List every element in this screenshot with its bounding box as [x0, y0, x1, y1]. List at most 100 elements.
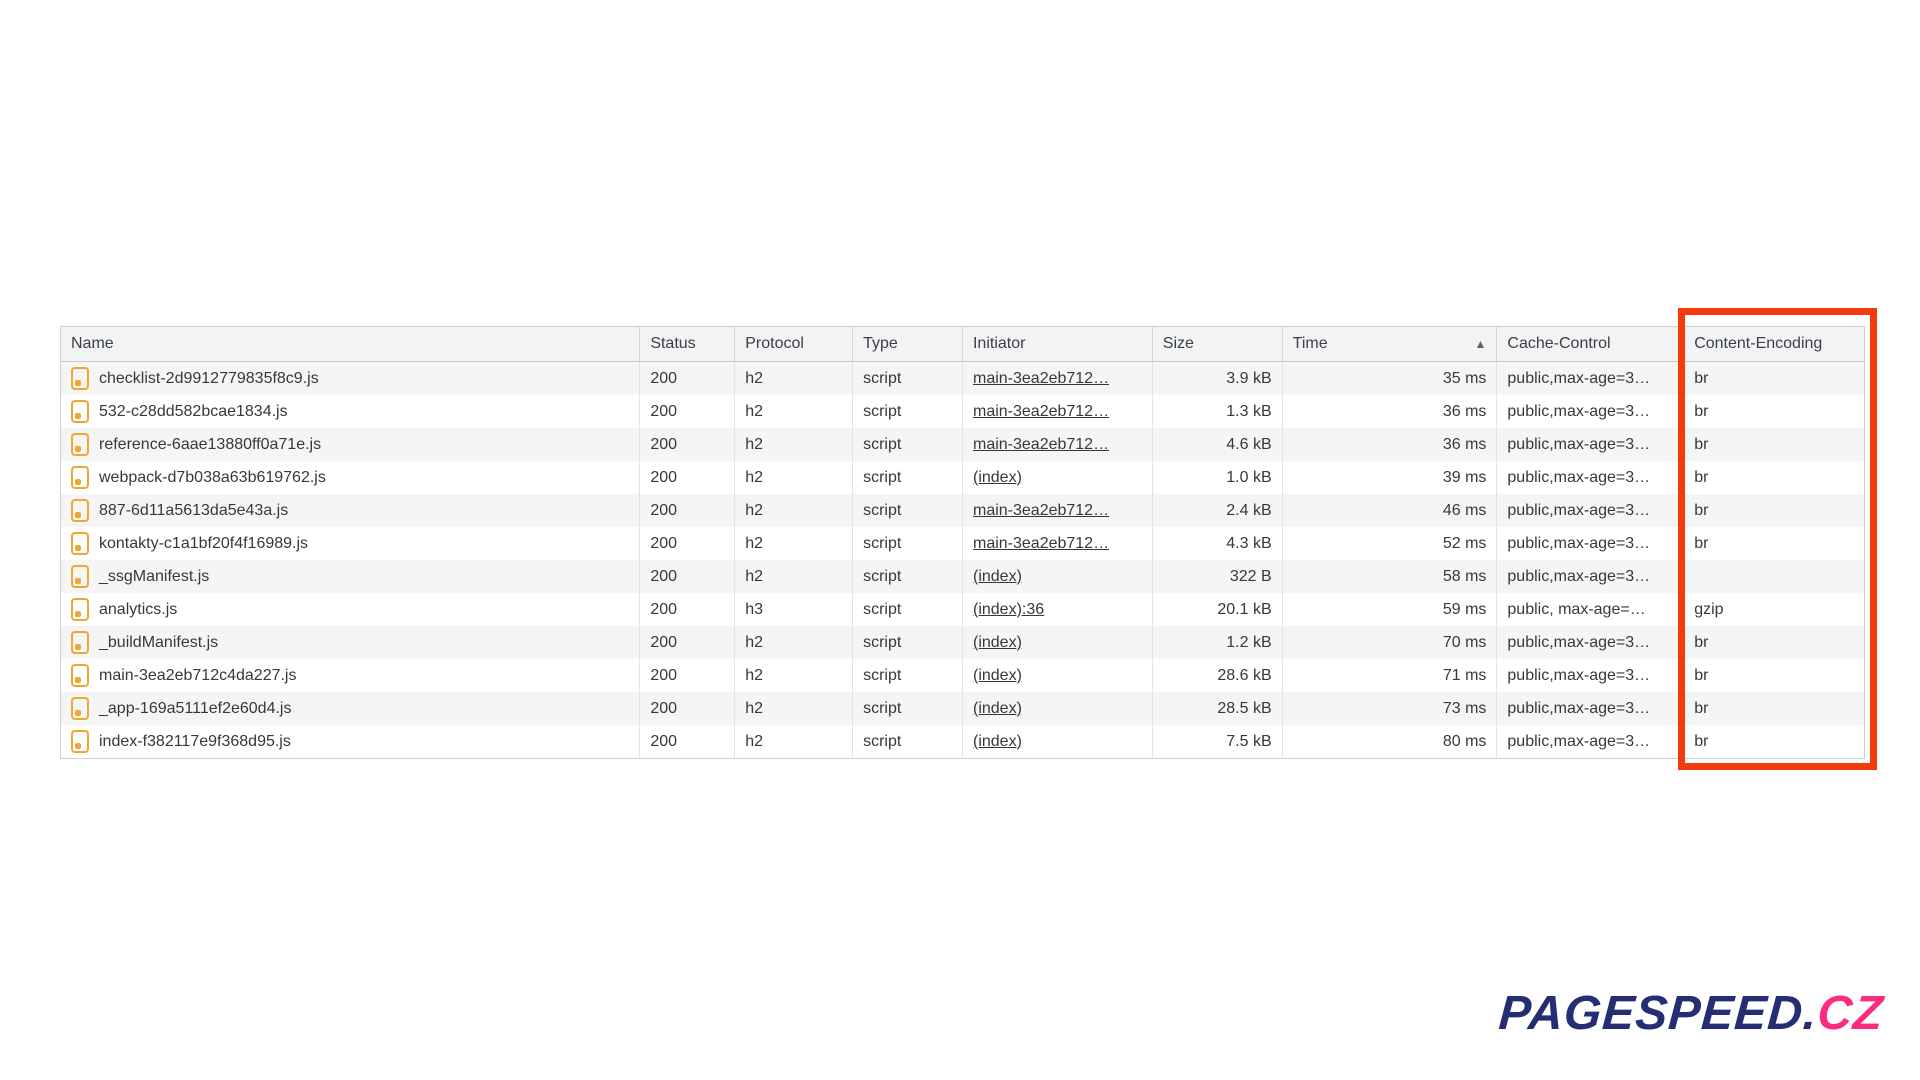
request-row[interactable]: main-3ea2eb712c4da227.js 200 h2 script (inde… [61, 659, 1864, 692]
initiator-link[interactable]: main-3ea2eb712… [972, 534, 1110, 552]
column-header-type[interactable]: Type [852, 327, 962, 361]
cell-protocol: h2 [734, 395, 852, 428]
cell-name: kontakty-c1a1bf20f4f16989.js [61, 527, 639, 560]
cell-status: 200 [639, 593, 734, 626]
column-header-initiator[interactable]: Initiator [961, 327, 1152, 361]
cell-content-encoding [1683, 560, 1864, 593]
cell-status: 200 [639, 461, 734, 494]
request-row[interactable]: checklist-2d9912779835f8c9.js 200 h2 script… [61, 362, 1864, 395]
cell-initiator: (index) [961, 659, 1152, 692]
script-file-icon [71, 730, 89, 753]
cell-status: 200 [639, 362, 734, 395]
cell-content-encoding: br [1683, 692, 1864, 725]
column-header-protocol[interactable]: Protocol [734, 327, 852, 361]
cell-status: 200 [639, 659, 734, 692]
cell-size: 2.4 kB [1151, 494, 1282, 527]
request-row[interactable]: kontakty-c1a1bf20f4f16989.js 200 h2 script m… [61, 527, 1864, 560]
initiator-link[interactable]: main-3ea2eb712… [972, 402, 1110, 420]
cell-size: 322 B [1151, 560, 1282, 593]
request-name: index-f382117e9f368d95.js [99, 732, 291, 750]
initiator-link[interactable]: (index) [972, 567, 1022, 585]
cell-initiator: main-3ea2eb712… [961, 395, 1152, 428]
request-row[interactable]: reference-6aae13880ff0a71e.js 200 h2 script… [61, 428, 1864, 461]
script-file-icon [71, 499, 89, 522]
initiator-link[interactable]: (index):36 [972, 600, 1045, 618]
script-file-icon [71, 664, 89, 687]
request-name: 887-6d11a5613da5e43a.js [99, 501, 289, 519]
column-header-time[interactable]: Time ▲ [1281, 327, 1497, 361]
cell-cache-control: public,max-age=3… [1496, 725, 1683, 758]
cell-protocol: h2 [734, 560, 852, 593]
request-row[interactable]: webpack-d7b038a63b619762.js 200 h2 script (i… [61, 461, 1864, 494]
cell-initiator: main-3ea2eb712… [961, 428, 1152, 461]
request-name: reference-6aae13880ff0a71e.js [99, 435, 322, 453]
cell-cache-control: public,max-age=3… [1496, 560, 1683, 593]
request-row[interactable]: index-f382117e9f368d95.js 200 h2 script (ind… [61, 725, 1864, 758]
network-requests-table: Name Status Protocol Type Initiator Size Time ▲… [60, 326, 1865, 759]
cell-size: 4.6 kB [1151, 428, 1282, 461]
cell-time: 36 ms [1281, 395, 1497, 428]
column-header-label: Initiator [972, 335, 1026, 352]
initiator-link[interactable]: (index) [972, 732, 1022, 750]
cell-initiator: (index) [961, 692, 1152, 725]
column-header-status[interactable]: Status [639, 327, 734, 361]
cell-name: _ssgManifest.js [61, 560, 639, 593]
cell-cache-control: public,max-age=3… [1496, 461, 1683, 494]
cell-time: 36 ms [1281, 428, 1497, 461]
cell-size: 1.0 kB [1151, 461, 1282, 494]
cell-type: script [852, 362, 962, 395]
request-row[interactable]: 887-6d11a5613da5e43a.js 200 h2 script main-3… [61, 494, 1864, 527]
cell-name: checklist-2d9912779835f8c9.js [61, 362, 639, 395]
pagespeed-logo-primary: PAGESPEED. [1497, 987, 1820, 1040]
column-header-cache-control[interactable]: Cache-Control [1496, 327, 1683, 361]
request-row[interactable]: _buildManifest.js 200 h2 script (index) 1.2 k… [61, 626, 1864, 659]
cell-status: 200 [639, 692, 734, 725]
cell-content-encoding: br [1683, 659, 1864, 692]
initiator-link[interactable]: (index) [972, 666, 1022, 684]
initiator-link[interactable]: main-3ea2eb712… [972, 501, 1110, 519]
script-file-icon [71, 532, 89, 555]
initiator-link[interactable]: (index) [972, 699, 1022, 717]
cell-size: 20.1 kB [1151, 593, 1282, 626]
network-table-header: Name Status Protocol Type Initiator Size Time ▲… [61, 327, 1864, 362]
cell-protocol: h2 [734, 725, 852, 758]
cell-protocol: h2 [734, 494, 852, 527]
column-header-label: Name [71, 335, 114, 352]
cell-status: 200 [639, 395, 734, 428]
cell-type: script [852, 593, 962, 626]
cell-initiator: (index):36 [961, 593, 1152, 626]
request-row[interactable]: 532-c28dd582bcae1834.js 200 h2 script main-3… [61, 395, 1864, 428]
column-header-label: Time [1292, 335, 1328, 352]
column-header-name[interactable]: Name [61, 327, 639, 361]
cell-size: 4.3 kB [1151, 527, 1282, 560]
cell-status: 200 [639, 428, 734, 461]
cell-initiator: main-3ea2eb712… [961, 494, 1152, 527]
initiator-link[interactable]: main-3ea2eb712… [972, 369, 1110, 387]
column-header-size[interactable]: Size [1151, 327, 1282, 361]
cell-content-encoding: br [1683, 461, 1864, 494]
cell-type: script [852, 461, 962, 494]
pagespeed-logo: PAGESPEED.CZ [1498, 986, 1886, 1041]
request-row[interactable]: analytics.js 200 h3 script (index):36 20.1 kB… [61, 593, 1864, 626]
cell-protocol: h2 [734, 527, 852, 560]
request-row[interactable]: _ssgManifest.js 200 h2 script (index) 322 B 58… [61, 560, 1864, 593]
cell-initiator: main-3ea2eb712… [961, 362, 1152, 395]
initiator-link[interactable]: (index) [972, 468, 1022, 486]
cell-size: 28.6 kB [1151, 659, 1282, 692]
request-name: checklist-2d9912779835f8c9.js [99, 369, 319, 387]
cell-cache-control: public, max-age=… [1496, 593, 1683, 626]
column-header-content-encoding[interactable]: Content-Encoding [1683, 327, 1864, 361]
network-table-body: checklist-2d9912779835f8c9.js 200 h2 script… [61, 362, 1864, 758]
cell-type: script [852, 494, 962, 527]
cell-time: 35 ms [1281, 362, 1497, 395]
initiator-link[interactable]: main-3ea2eb712… [972, 435, 1110, 453]
cell-type: script [852, 725, 962, 758]
cell-content-encoding: br [1683, 428, 1864, 461]
cell-name: _buildManifest.js [61, 626, 639, 659]
cell-content-encoding: br [1683, 626, 1864, 659]
script-file-icon [71, 565, 89, 588]
initiator-link[interactable]: (index) [972, 633, 1022, 651]
request-row[interactable]: _app-169a5111ef2e60d4.js 200 h2 script (inde… [61, 692, 1864, 725]
column-header-label: Type [863, 335, 898, 352]
cell-name: index-f382117e9f368d95.js [61, 725, 639, 758]
